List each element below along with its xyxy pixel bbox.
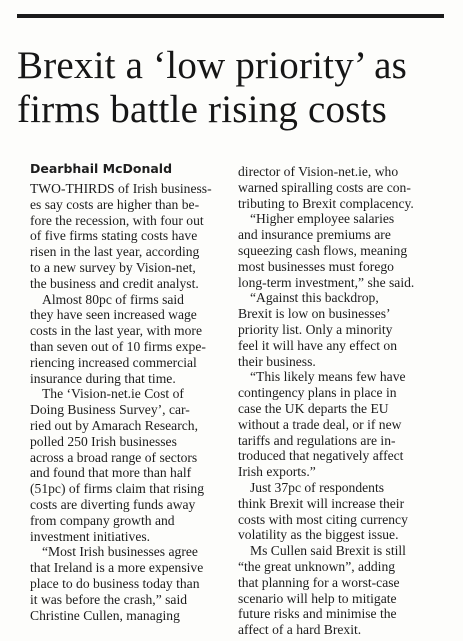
byline: Dearbhail McDonald xyxy=(30,161,173,176)
article-column-left: TWO-THIRDS of Irish business- es say cos… xyxy=(30,181,230,623)
article-column-right: director of Vision-net.ie, who warned sp… xyxy=(238,164,438,638)
paragraph: The ‘Vision-net.ie Cost of Doing Busines… xyxy=(30,386,205,544)
paragraph: Ms Cullen said Brexit is still “the grea… xyxy=(238,543,406,638)
paragraph: “This likely means few have contingency … xyxy=(238,369,406,480)
paragraph: director of Vision-net.ie, who warned sp… xyxy=(238,164,414,211)
paragraph: “Against this backdrop, Brexit is low on… xyxy=(238,290,398,369)
headline: Brexit a ‘low priority’ as firms battle … xyxy=(17,44,408,131)
paragraph: “Most Irish businesses agree that Irelan… xyxy=(30,544,204,623)
top-rule xyxy=(17,14,444,18)
paragraph: Almost 80pc of firms said they have seen… xyxy=(30,291,206,386)
paragraph: TWO-THIRDS of Irish business- es say cos… xyxy=(30,181,212,291)
paragraph: Just 37pc of respondents think Brexit wi… xyxy=(238,479,408,543)
paragraph: “Higher employee salaries and insurance … xyxy=(238,211,415,290)
